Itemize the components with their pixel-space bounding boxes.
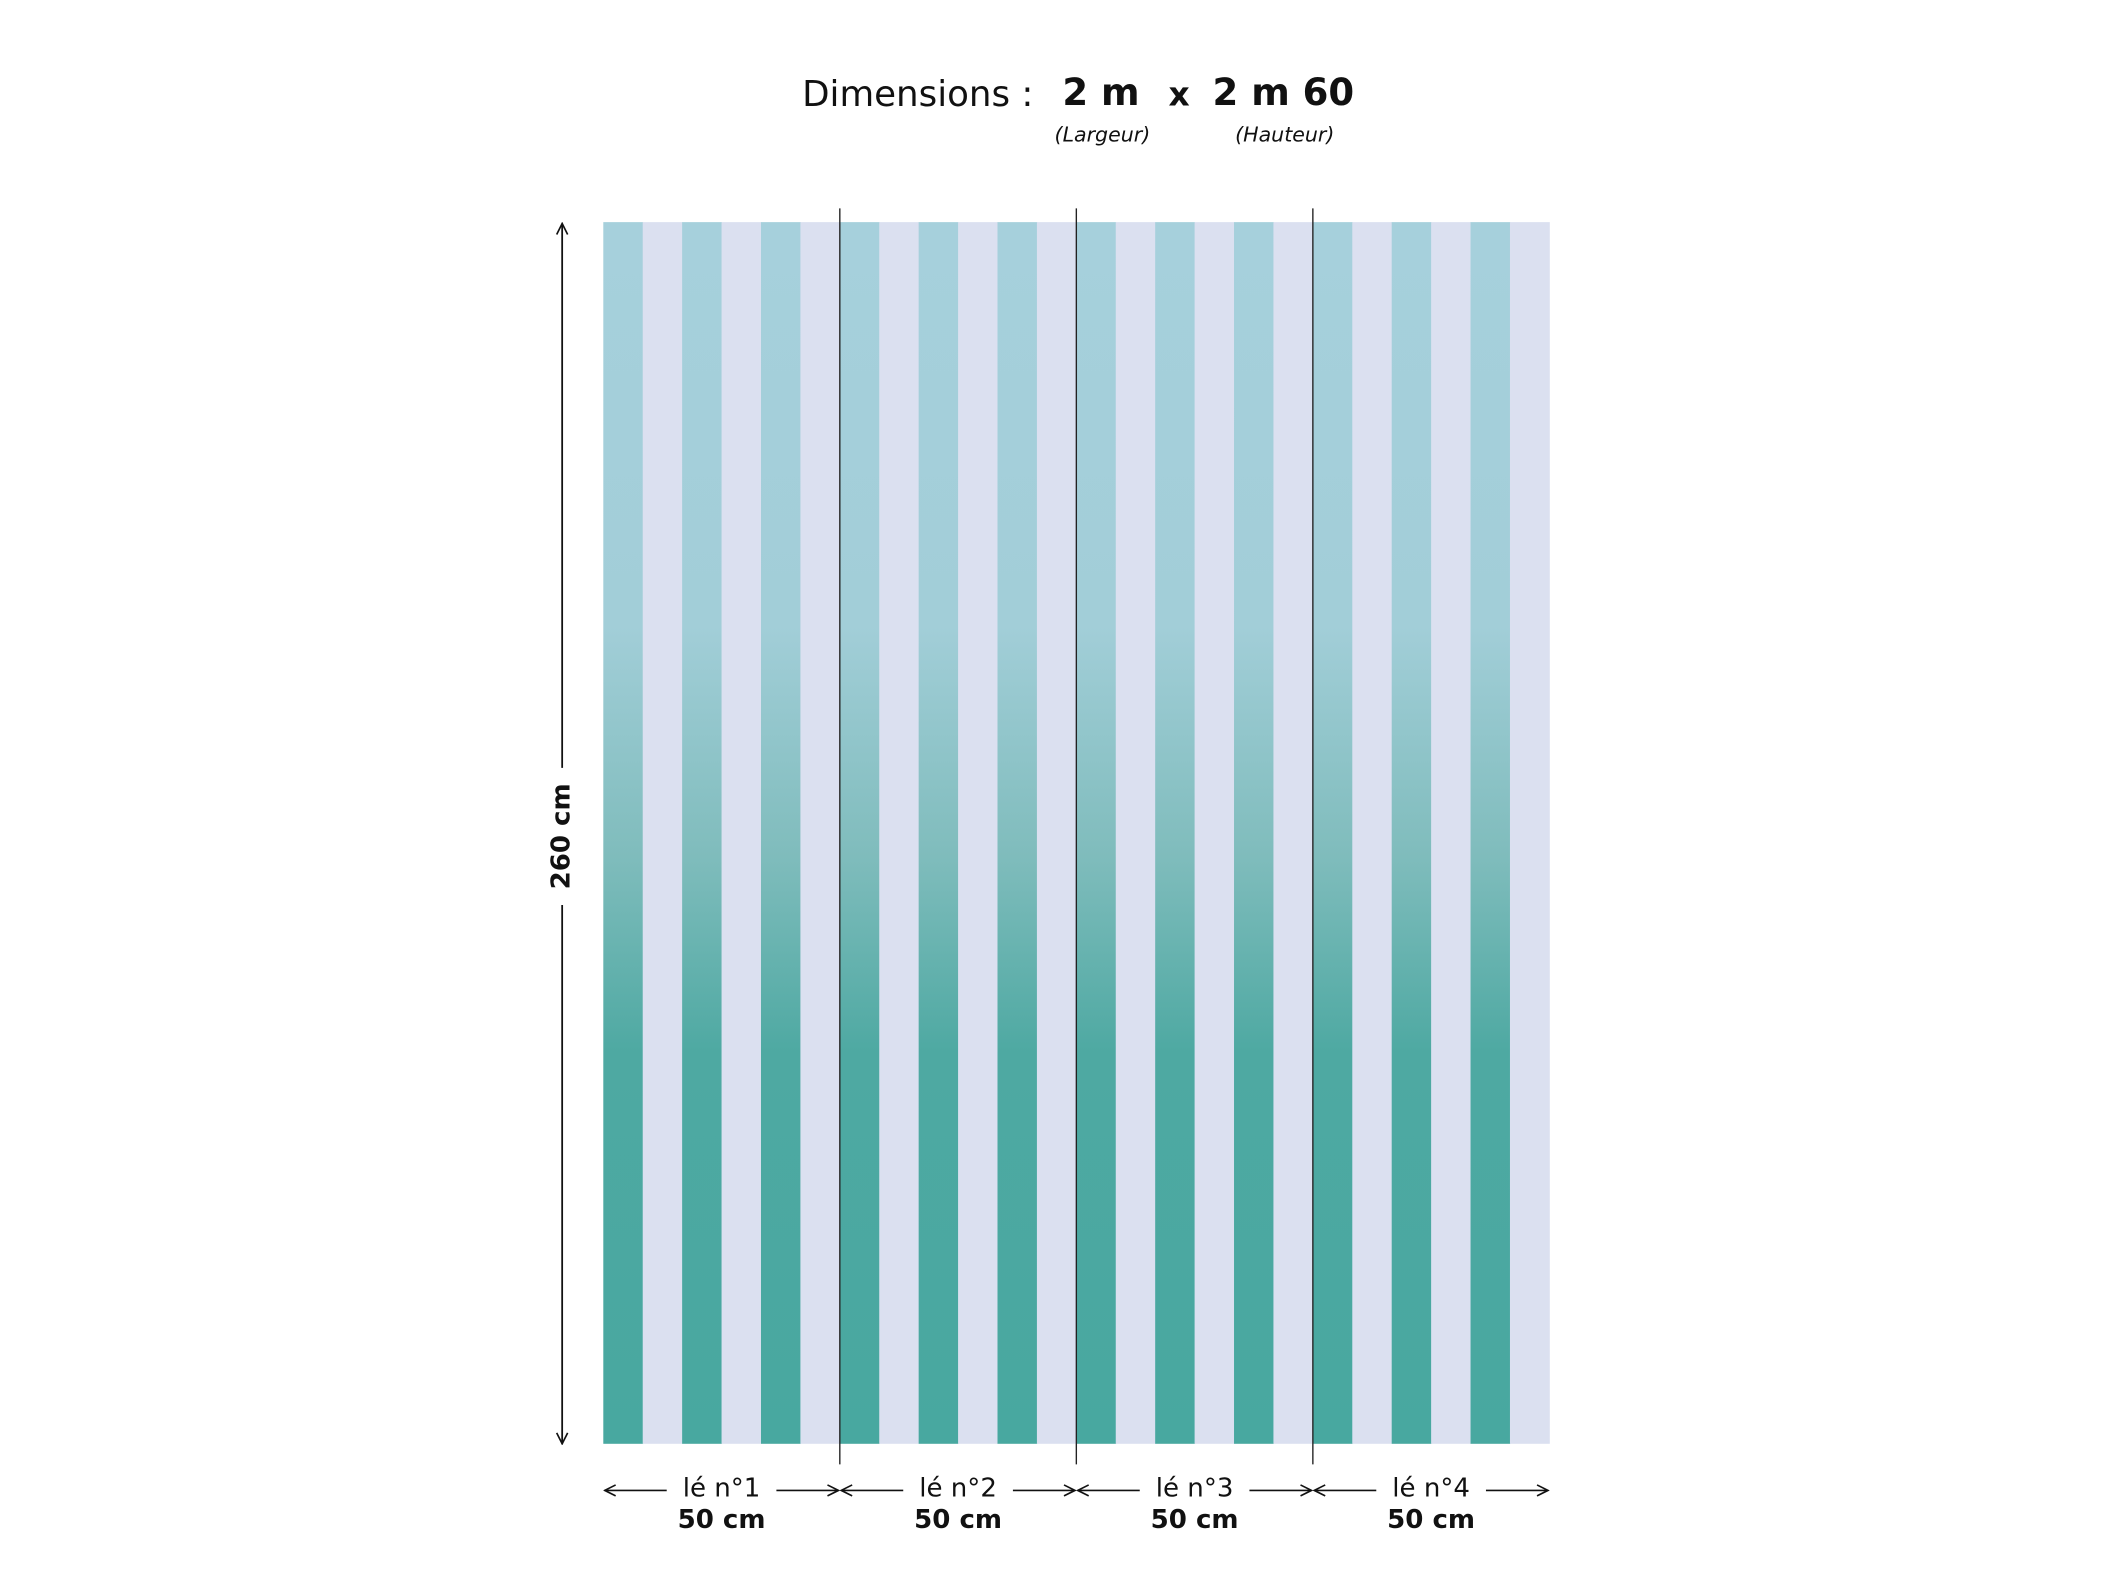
- stripe: [642, 222, 683, 1444]
- stripe: [997, 222, 1038, 1444]
- stripe: [721, 222, 762, 1444]
- stripe: [1391, 222, 1432, 1444]
- stripe: [1273, 222, 1314, 1444]
- panel-width: 50 cm: [1387, 1505, 1475, 1535]
- stripe: [1352, 222, 1393, 1444]
- stripe: [879, 222, 920, 1444]
- panel-width: 50 cm: [1151, 1505, 1239, 1535]
- stripe: [1509, 222, 1550, 1444]
- header-prefix: Dimensions :: [802, 74, 1033, 115]
- stripes: [603, 222, 1550, 1444]
- width-caption: (Largeur): [1055, 123, 1151, 147]
- stripe: [1115, 222, 1156, 1444]
- stripe: [958, 222, 998, 1444]
- height-label: 260 cm: [547, 783, 577, 889]
- height-caption: (Hauteur): [1235, 123, 1334, 147]
- stripe: [682, 222, 722, 1444]
- header-width: 2 m: [1062, 71, 1139, 114]
- stripe: [1036, 222, 1077, 1444]
- panel-label: lé n°4: [1392, 1474, 1470, 1504]
- header-times: x: [1169, 74, 1190, 113]
- panel-width: 50 cm: [914, 1505, 1002, 1535]
- header-height: 2 m 60: [1213, 71, 1355, 114]
- stripe: [1194, 222, 1235, 1444]
- stripe: [918, 222, 959, 1444]
- panel-label: lé n°1: [683, 1474, 761, 1504]
- panel-width: 50 cm: [678, 1505, 766, 1535]
- stripe: [839, 222, 880, 1444]
- stripe: [1431, 222, 1471, 1444]
- stripe: [1234, 222, 1274, 1444]
- stripe: [603, 222, 644, 1444]
- panel-label: lé n°3: [1156, 1474, 1234, 1504]
- stripe: [800, 222, 841, 1444]
- stripe: [1470, 222, 1511, 1444]
- stripe: [1076, 222, 1117, 1444]
- stripe: [760, 222, 801, 1444]
- panel-label: lé n°2: [919, 1474, 997, 1504]
- stripe: [1155, 222, 1196, 1444]
- stripe: [1312, 222, 1353, 1444]
